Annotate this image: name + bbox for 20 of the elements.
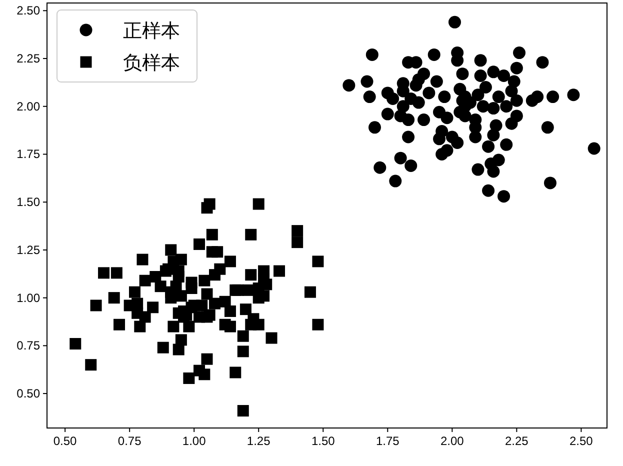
x-tick-label: 2.50 <box>570 434 593 448</box>
y-tick-label: 2.50 <box>16 4 40 18</box>
y-tick-label: 0.75 <box>16 338 40 353</box>
y-tick-label: 2.00 <box>16 99 40 114</box>
x-tick-label: 2.25 <box>505 434 528 448</box>
x-tick-label: 0.50 <box>53 434 77 448</box>
y-tick-label: 1.25 <box>16 242 40 257</box>
y-tick-label: 0.50 <box>16 386 40 401</box>
x-tick-label: 2.00 <box>440 434 464 448</box>
y-tick-label: 1.75 <box>16 147 40 162</box>
x-tick-label: 1.50 <box>311 434 335 448</box>
x-tick-label: 1.25 <box>246 434 270 448</box>
y-tick-label: 1.00 <box>16 290 40 305</box>
x-tick-label: 0.75 <box>118 434 142 448</box>
x-tick-label: 1.00 <box>182 434 206 448</box>
y-tick-label: 1.50 <box>16 195 40 210</box>
x-tick-label: 1.75 <box>376 434 400 448</box>
y-tick-label: 2.25 <box>16 52 40 66</box>
legend-label: 负样本 <box>123 53 180 74</box>
legend-label: 正样本 <box>123 21 180 42</box>
